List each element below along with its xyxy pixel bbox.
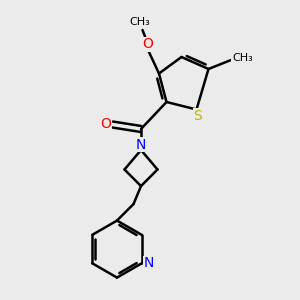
Text: O: O: [142, 38, 153, 51]
Text: CH₃: CH₃: [232, 53, 253, 64]
Text: O: O: [100, 118, 111, 131]
Text: N: N: [144, 256, 154, 270]
Text: CH₃: CH₃: [129, 16, 150, 27]
Text: S: S: [194, 109, 202, 123]
Text: N: N: [136, 138, 146, 152]
